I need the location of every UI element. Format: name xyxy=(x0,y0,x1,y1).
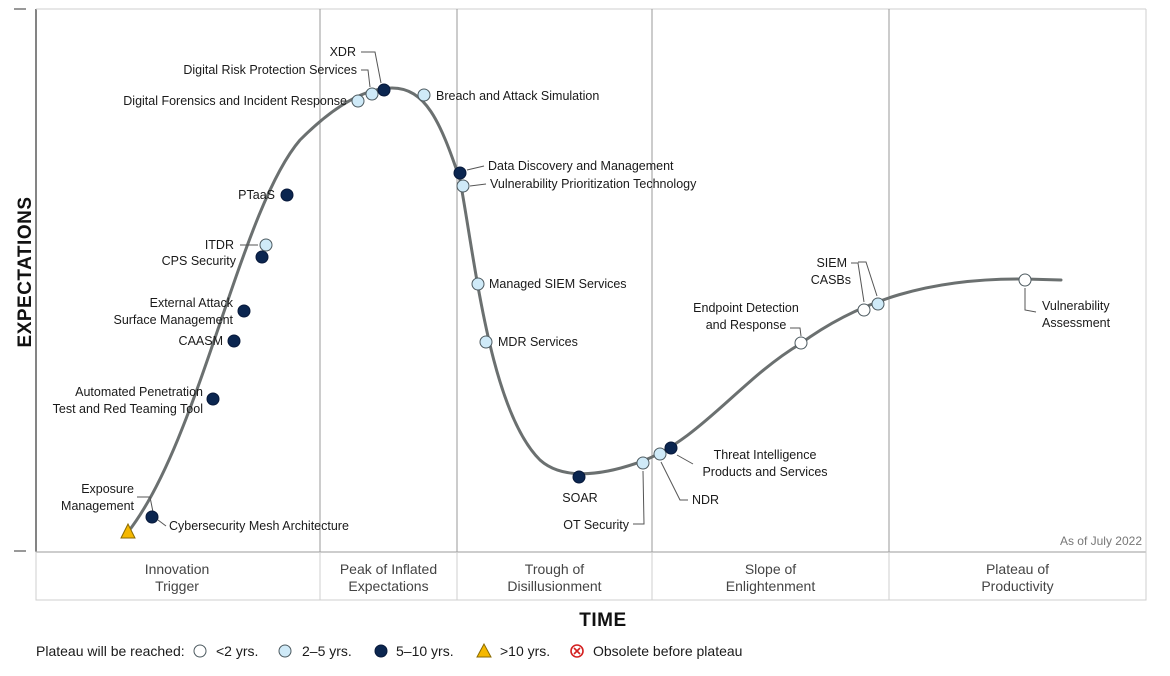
label-vulnerability-prioritization-technology: Vulnerability Prioritization Technology xyxy=(490,177,697,191)
leader-xdr xyxy=(361,51,382,84)
leader-casbs xyxy=(858,261,878,297)
leader-digital-risk-protection-services xyxy=(361,69,371,88)
marker-siem xyxy=(857,303,871,317)
label-casbs: CASBs xyxy=(811,273,851,287)
label-itdr: ITDR xyxy=(205,238,234,252)
leader-ot-security xyxy=(633,470,645,525)
phase-label-5: Plateau of Productivity xyxy=(981,561,1053,594)
as-of-note: As of July 2022 xyxy=(1060,534,1142,548)
label-managed-siem-services: Managed SIEM Services xyxy=(489,277,627,291)
label-caasm: CAASM xyxy=(179,334,223,348)
phase-label-3: Trough of Disillusionment xyxy=(507,561,601,594)
leader-data-discovery-and-management xyxy=(466,165,485,171)
phase-dividers xyxy=(319,9,890,600)
label-digital-risk-protection-services: Digital Risk Protection Services xyxy=(183,63,357,77)
label-soar: SOAR xyxy=(562,491,597,505)
x-axis-title: TIME xyxy=(579,610,626,631)
leader-siem xyxy=(851,262,865,303)
label-exposure-management: Exposure Management xyxy=(61,482,134,513)
leader-endpoint-detection-and-response xyxy=(790,327,802,337)
legend-marker-lt2 xyxy=(193,644,207,658)
marker-digital-risk-protection-services xyxy=(365,87,379,101)
label-ot-security: OT Security xyxy=(563,518,630,532)
marker-itdr xyxy=(259,238,273,252)
label-ndr: NDR xyxy=(692,493,719,507)
leader-ndr xyxy=(660,461,688,501)
legend-label-2to5: 2–5 yrs. xyxy=(302,643,352,659)
y-axis-title: EXPECTATIONS xyxy=(15,197,36,348)
marker-threat-intelligence-products-and-services xyxy=(664,441,678,455)
marker-breach-and-attack-simulation xyxy=(417,88,431,102)
label-cybersecurity-mesh-architecture: Cybersecurity Mesh Architecture xyxy=(169,519,349,533)
legend-label-5to10: 5–10 yrs. xyxy=(396,643,454,659)
legend: Plateau will be reached: <2 yrs. 2–5 yrs. 5… xyxy=(36,642,742,659)
label-vulnerability-assessment: Vulnerability Assessment xyxy=(1042,299,1111,330)
chart-frame xyxy=(14,8,1147,601)
marker-digital-forensics-and-incident-response xyxy=(351,94,365,108)
label-ptaas: PTaaS xyxy=(238,188,275,202)
phase-labels: Innovation Trigger Peak of Inflated Expecta… xyxy=(145,561,1054,594)
hype-curve xyxy=(126,86,1063,534)
marker-cybersecurity-mesh-architecture xyxy=(145,510,159,524)
legend-label-lt2: <2 yrs. xyxy=(216,643,258,659)
marker-managed-siem-services xyxy=(471,277,485,291)
legend-title: Plateau will be reached: xyxy=(36,643,185,659)
label-automated-penetration-test-and-red-teaming-tool: Automated Penetration Test and Red Teamin… xyxy=(53,385,203,416)
marker-exposure-management xyxy=(120,522,136,539)
label-digital-forensics-and-incident-response: Digital Forensics and Incident Response xyxy=(123,94,347,108)
leader-vulnerability-prioritization-technology xyxy=(469,183,487,187)
marker-xdr xyxy=(377,83,391,97)
marker-caasm xyxy=(227,334,241,348)
leader-threat-intelligence-products-and-services xyxy=(676,454,694,465)
marker-soar xyxy=(572,470,586,484)
technology-markers xyxy=(120,83,1032,539)
marker-vulnerability-assessment xyxy=(1018,273,1032,287)
label-data-discovery-and-management: Data Discovery and Management xyxy=(488,159,674,173)
marker-data-discovery-and-management xyxy=(453,166,467,180)
marker-casbs xyxy=(871,297,885,311)
marker-endpoint-detection-and-response xyxy=(794,336,808,350)
marker-automated-penetration-test-and-red-teaming-tool xyxy=(206,392,220,406)
marker-vulnerability-prioritization-technology xyxy=(456,179,470,193)
marker-cps-security xyxy=(255,250,269,264)
label-xdr: XDR xyxy=(330,45,356,59)
leader-lines xyxy=(137,51,1037,527)
marker-ptaas xyxy=(280,188,294,202)
legend-marker-obsolete-x xyxy=(573,647,581,655)
phase-label-1: Innovation Trigger xyxy=(145,561,210,594)
marker-ot-security xyxy=(636,456,650,470)
leader-cybersecurity-mesh-architecture xyxy=(157,519,167,527)
label-external-attack-surface-management: External Attack Surface Management xyxy=(113,296,233,327)
legend-label-obsolete: Obsolete before plateau xyxy=(593,643,742,659)
phase-label-2: Peak of Inflated Expectations xyxy=(340,561,437,594)
marker-ndr xyxy=(653,447,667,461)
label-siem: SIEM xyxy=(816,256,847,270)
label-cps-security: CPS Security xyxy=(162,254,237,268)
phase-label-4: Slope of Enlightenment xyxy=(726,561,816,594)
technology-labels: Exposure Management Cybersecurity Mesh Arc… xyxy=(53,45,1111,533)
legend-label-gt10: >10 yrs. xyxy=(500,643,550,659)
label-breach-and-attack-simulation: Breach and Attack Simulation xyxy=(436,89,599,103)
legend-marker-gt10 xyxy=(476,642,492,658)
marker-mdr-services xyxy=(479,335,493,349)
leader-exposure-management xyxy=(137,496,154,513)
label-threat-intelligence-products-and-services: Threat Intelligence Products and Services xyxy=(702,448,827,479)
legend-marker-2to5 xyxy=(278,644,292,658)
legend-marker-5to10 xyxy=(374,644,388,658)
label-endpoint-detection-and-response: Endpoint Detection and Response xyxy=(693,301,799,332)
leader-vulnerability-assessment xyxy=(1024,288,1037,313)
hype-curve-path xyxy=(126,86,1063,534)
label-mdr-services: MDR Services xyxy=(498,335,578,349)
marker-external-attack-surface-management xyxy=(237,304,251,318)
